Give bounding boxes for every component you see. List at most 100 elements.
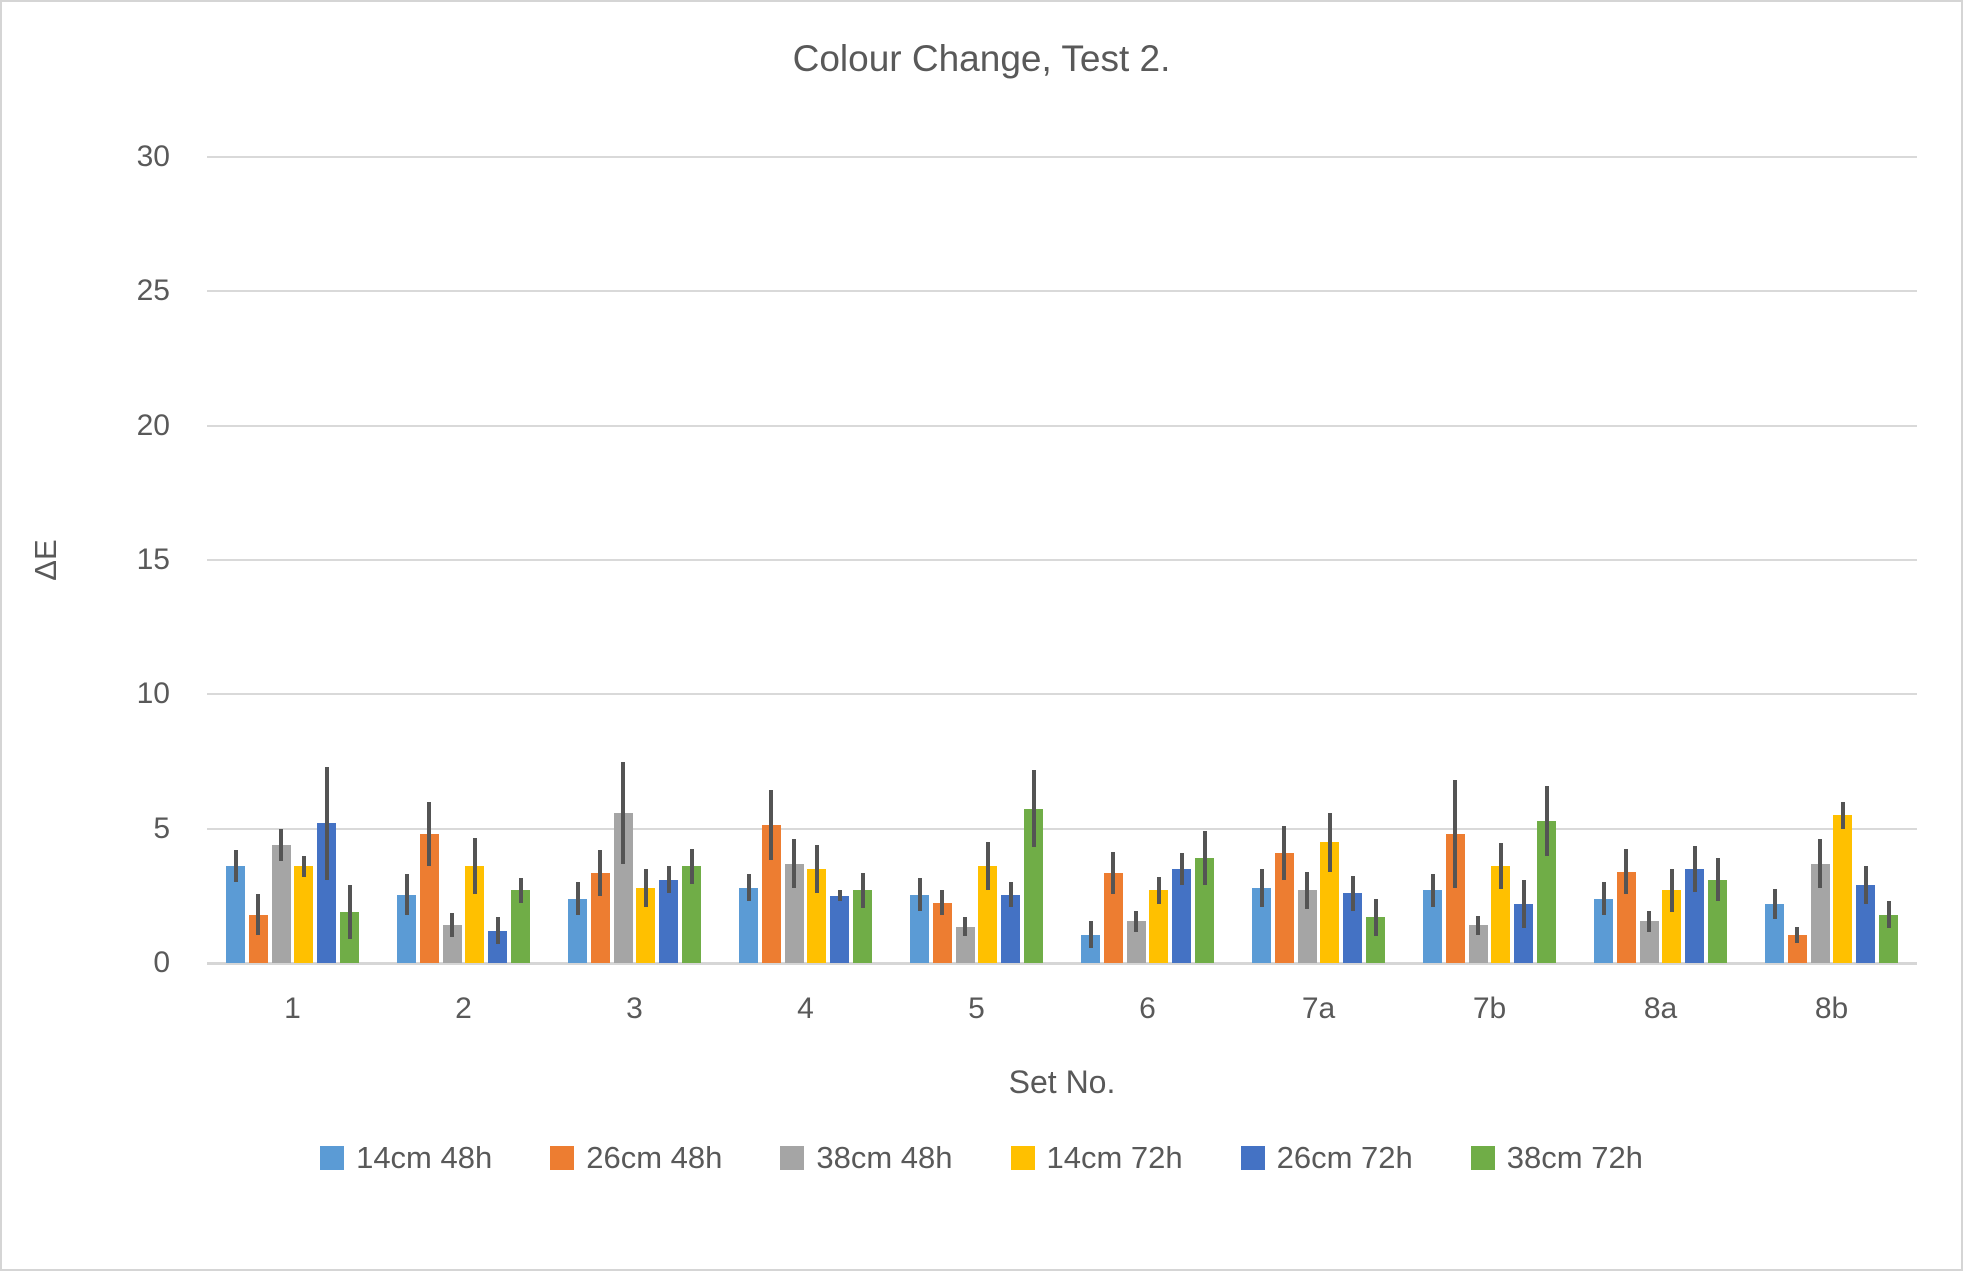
error-bar-26cm-72h-set-6 <box>1179 852 1184 886</box>
legend-label: 26cm 48h <box>586 1140 723 1175</box>
error-bar-38cm-72h-set-2 <box>518 878 523 903</box>
bar-26cm-72h-set-7b <box>1514 903 1534 963</box>
error-bar-38cm-72h-set-8b <box>1886 901 1891 929</box>
bar-26cm-48h-set-5 <box>932 902 952 963</box>
bar-38cm-72h-set-8b <box>1879 914 1898 963</box>
legend-label: 14cm 48h <box>356 1140 493 1175</box>
bar-38cm-72h-set-4 <box>853 890 872 963</box>
error-bar-14cm-48h-set-7b <box>1430 874 1435 907</box>
legend-swatch-icon <box>1010 1146 1035 1170</box>
error-bar-26cm-48h-set-4 <box>769 789 774 860</box>
gridline-10 <box>207 693 1917 696</box>
legend-item-38cm-72h: 38cm 72h <box>1470 1140 1643 1176</box>
error-bar-26cm-48h-set-8b <box>1795 926 1800 943</box>
bar-14cm-48h-set-8a <box>1594 898 1613 963</box>
bar-26cm-72h-set-1 <box>317 823 337 963</box>
legend-swatch-icon <box>550 1146 575 1170</box>
error-bar-14cm-48h-set-3 <box>575 882 580 915</box>
error-bar-26cm-48h-set-7a <box>1282 825 1287 880</box>
bar-26cm-72h-set-4 <box>830 895 850 963</box>
bar-14cm-72h-set-5 <box>978 866 998 963</box>
bar-14cm-48h-set-5 <box>910 894 929 963</box>
bar-26cm-72h-set-8a <box>1685 868 1705 963</box>
bar-38cm-48h-set-1 <box>271 844 291 963</box>
x-category-label-8b: 8b <box>1814 992 1849 1025</box>
bar-26cm-48h-set-7b <box>1445 834 1465 963</box>
bar-14cm-72h-set-3 <box>636 887 656 963</box>
bar-26cm-48h-set-7a <box>1274 852 1294 963</box>
error-bar-14cm-48h-set-1 <box>233 850 238 883</box>
legend-swatch-icon <box>780 1146 805 1170</box>
error-bar-38cm-72h-set-4 <box>860 872 865 908</box>
bar-38cm-48h-set-7b <box>1468 925 1488 963</box>
error-bar-26cm-48h-set-3 <box>598 850 603 896</box>
error-bar-14cm-72h-set-4 <box>814 844 819 894</box>
error-bar-38cm-48h-set-2 <box>450 913 455 938</box>
bar-26cm-48h-set-6 <box>1103 873 1123 963</box>
y-tick-label-0: 0 <box>153 946 170 979</box>
error-bar-14cm-72h-set-1 <box>301 855 306 878</box>
x-category-label-4: 4 <box>797 992 814 1025</box>
error-bar-26cm-72h-set-8a <box>1692 846 1697 892</box>
error-bar-26cm-48h-set-1 <box>256 894 261 935</box>
bar-14cm-48h-set-7a <box>1252 887 1271 963</box>
legend-item-26cm-72h: 26cm 72h <box>1240 1140 1413 1176</box>
error-bar-14cm-48h-set-5 <box>917 878 922 911</box>
error-bar-38cm-72h-set-7a <box>1373 898 1378 937</box>
error-bar-38cm-48h-set-7a <box>1305 871 1310 910</box>
bar-14cm-72h-set-7a <box>1320 842 1340 963</box>
error-bar-38cm-48h-set-8b <box>1818 839 1823 888</box>
error-bar-26cm-72h-set-2 <box>495 917 500 945</box>
chart-title: Colour Change, Test 2. <box>792 38 1171 79</box>
y-tick-label-5: 5 <box>153 811 170 845</box>
error-bar-14cm-72h-set-8b <box>1840 801 1845 829</box>
gridline-5 <box>207 827 1917 830</box>
error-bar-14cm-72h-set-2 <box>472 838 477 895</box>
error-bar-14cm-48h-set-2 <box>404 874 409 915</box>
error-bar-26cm-48h-set-6 <box>1111 851 1116 895</box>
bar-26cm-72h-set-7a <box>1343 893 1363 963</box>
x-axis-title: Set No. <box>1008 1064 1116 1100</box>
gridline-0 <box>207 962 1917 965</box>
bar-26cm-48h-set-1 <box>248 914 268 963</box>
error-bar-38cm-48h-set-1 <box>279 828 284 861</box>
bar-38cm-72h-set-8a <box>1708 879 1727 963</box>
bar-14cm-72h-set-7b <box>1491 866 1511 963</box>
bar-38cm-72h-set-3 <box>682 866 701 963</box>
bar-26cm-48h-set-8a <box>1616 871 1636 963</box>
bar-38cm-72h-set-6 <box>1195 858 1214 963</box>
bar-26cm-72h-set-8b <box>1856 885 1876 963</box>
bar-26cm-72h-set-6 <box>1172 868 1192 963</box>
error-bar-38cm-72h-set-1 <box>347 885 352 939</box>
legend-label: 38cm 72h <box>1506 1140 1643 1175</box>
bar-26cm-48h-set-3 <box>590 873 610 963</box>
error-bar-26cm-72h-set-4 <box>837 890 842 902</box>
bar-38cm-72h-set-5 <box>1024 808 1043 963</box>
legend-swatch-icon <box>1240 1146 1265 1170</box>
y-tick-label-25: 25 <box>136 274 170 308</box>
bar-14cm-72h-set-4 <box>807 868 827 963</box>
bar-14cm-48h-set-6 <box>1081 934 1100 963</box>
error-bar-14cm-72h-set-7a <box>1327 812 1332 872</box>
error-bar-26cm-48h-set-5 <box>940 890 945 915</box>
bar-14cm-48h-set-4 <box>739 887 758 963</box>
legend-label: 26cm 72h <box>1276 1140 1413 1175</box>
legend-item-14cm-48h: 14cm 48h <box>320 1140 492 1176</box>
bar-14cm-48h-set-8b <box>1765 903 1784 963</box>
error-bar-14cm-72h-set-7b <box>1498 843 1503 890</box>
error-bar-26cm-72h-set-3 <box>666 866 671 894</box>
y-tick-label-20: 20 <box>136 408 170 442</box>
error-bar-38cm-72h-set-8a <box>1715 858 1720 902</box>
bar-14cm-72h-set-2 <box>465 866 485 963</box>
error-bar-26cm-72h-set-5 <box>1008 882 1013 907</box>
legend-item-14cm-72h: 14cm 72h <box>1010 1140 1183 1176</box>
error-bar-38cm-48h-set-6 <box>1134 910 1139 933</box>
x-category-label-8a: 8a <box>1643 992 1678 1025</box>
bar-14cm-48h-set-2 <box>397 894 416 963</box>
bar-26cm-72h-set-5 <box>1001 894 1021 963</box>
gridline-25 <box>207 290 1917 293</box>
error-bar-38cm-72h-set-3 <box>689 848 694 884</box>
error-bar-38cm-48h-set-7b <box>1476 915 1481 935</box>
error-bar-14cm-48h-set-8a <box>1601 882 1606 915</box>
